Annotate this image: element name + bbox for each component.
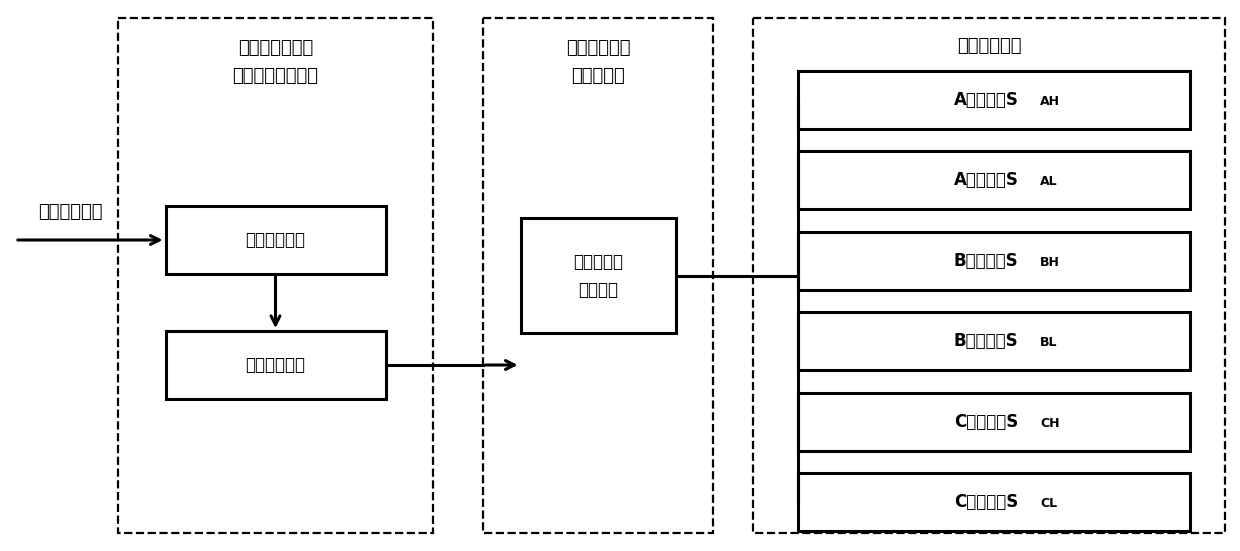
Text: B相下桥臂S: B相下桥臂S (954, 332, 1018, 350)
Text: A相下桥臂S: A相下桥臂S (954, 171, 1018, 190)
Text: A相上桥臂S: A相上桥臂S (954, 91, 1018, 109)
Bar (799, 152, 1190, 209)
Text: 过流保护单元: 过流保护单元 (957, 37, 1022, 55)
Text: 母线电流检测: 母线电流检测 (246, 231, 305, 249)
Text: 过流故障判断单元: 过流故障判断单元 (233, 67, 319, 85)
Text: AH: AH (1040, 95, 1060, 108)
Text: 过流故障判断: 过流故障判断 (246, 356, 305, 374)
Bar (799, 71, 1190, 129)
Text: 母线正端电流: 母线正端电流 (37, 203, 102, 221)
Bar (799, 232, 1190, 290)
Text: BL: BL (1040, 336, 1058, 349)
Bar (799, 473, 1190, 531)
Text: C相上桥臂S: C相上桥臂S (954, 413, 1018, 430)
Bar (799, 393, 1190, 451)
Bar (165, 206, 386, 274)
Bar (165, 331, 386, 399)
Text: CL: CL (1040, 497, 1058, 510)
Text: 保护与释放延: 保护与释放延 (565, 39, 630, 57)
Bar (118, 18, 433, 533)
Bar (521, 218, 676, 333)
Text: BH: BH (1040, 256, 1060, 269)
Text: 延时控制: 延时控制 (578, 280, 618, 299)
Text: 母线电流检测与: 母线电流检测与 (238, 39, 314, 57)
Bar (753, 18, 1225, 533)
Bar (484, 18, 713, 533)
Text: CH: CH (1040, 417, 1059, 430)
Text: C相下桥臂S: C相下桥臂S (954, 493, 1018, 511)
Text: 时控制单元: 时控制单元 (572, 67, 625, 85)
Text: AL: AL (1040, 175, 1058, 188)
Text: 保护与释放: 保护与释放 (573, 252, 622, 271)
Bar (799, 312, 1190, 370)
Text: B相上桥臂S: B相上桥臂S (954, 252, 1018, 270)
